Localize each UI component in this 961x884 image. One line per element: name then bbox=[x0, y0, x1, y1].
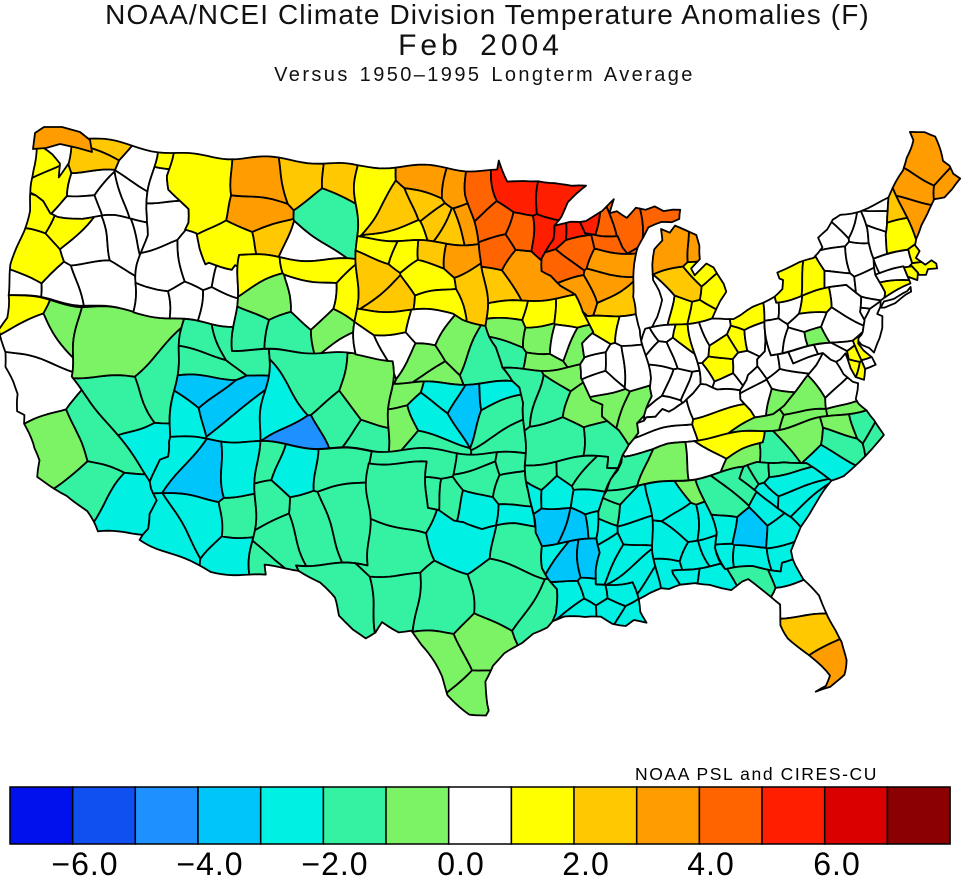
svg-text:2.0: 2.0 bbox=[562, 846, 609, 879]
svg-text:0.0: 0.0 bbox=[437, 846, 484, 879]
svg-text:6.0: 6.0 bbox=[813, 846, 860, 879]
svg-text:4.0: 4.0 bbox=[687, 846, 734, 879]
svg-text:−6.0: −6.0 bbox=[51, 846, 118, 879]
svg-text:−4.0: −4.0 bbox=[176, 846, 243, 879]
svg-text:NOAA PSL and CIRES-CU: NOAA PSL and CIRES-CU bbox=[635, 764, 878, 784]
svg-text:−2.0: −2.0 bbox=[301, 846, 368, 879]
